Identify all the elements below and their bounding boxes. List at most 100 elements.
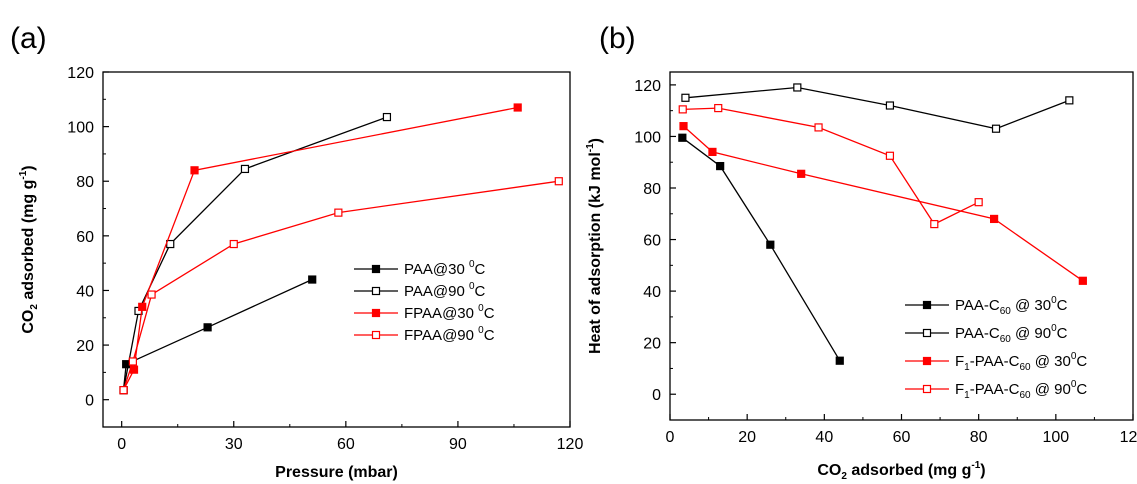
data-point xyxy=(814,123,823,132)
data-point xyxy=(240,164,250,174)
legend-label-part: PAA-C xyxy=(955,297,1000,314)
y-tick-label: 80 xyxy=(643,181,661,198)
data-point xyxy=(991,124,1001,133)
legend-label-part: 0 xyxy=(1071,351,1077,362)
y-tick-label: 0 xyxy=(652,387,661,404)
plot-frame xyxy=(102,71,571,428)
legend-label: PAA-C60 @ 300C xyxy=(955,295,1068,317)
x-tick-label: 30 xyxy=(225,436,243,453)
legend-label-part: PAA@30 xyxy=(404,261,469,278)
x-tick-label: 40 xyxy=(815,429,833,446)
x-axis-label-part: adsorbed (mg g xyxy=(847,462,971,479)
legend-label-part: 0 xyxy=(1051,295,1057,306)
y-axis-label: Heat of adsorption (kJ mol-1) xyxy=(585,138,604,354)
data-point xyxy=(190,166,199,175)
series-line xyxy=(681,137,841,362)
legend-marker xyxy=(922,356,932,366)
data-point xyxy=(766,240,775,249)
legend-label: FPAA@90 0C xyxy=(404,325,495,344)
data-point xyxy=(119,386,128,395)
y-tick-label: 0 xyxy=(85,393,94,410)
legend-label-part: C xyxy=(484,305,495,322)
y-tick-label: 40 xyxy=(76,283,94,300)
y-tick-label: 120 xyxy=(634,78,661,95)
legend-label-part: 1 xyxy=(964,362,970,373)
data-point xyxy=(554,177,563,186)
series-line xyxy=(685,86,1070,130)
legend-marker xyxy=(922,384,932,394)
legend-label-part: @ 90 xyxy=(1031,381,1071,398)
data-point xyxy=(334,208,343,217)
legend-label-part: F xyxy=(955,353,964,370)
data-point xyxy=(308,275,317,284)
legend-label-part: 0 xyxy=(1051,323,1057,334)
legend-label: FPAA@30 0C xyxy=(404,303,495,322)
legend-label-part: PAA-C xyxy=(955,325,1000,342)
legend-label-part: 0 xyxy=(1071,379,1077,390)
legend-label-part: 60 xyxy=(1000,306,1012,317)
y-tick-label: 60 xyxy=(643,233,661,250)
y-tick-label: 60 xyxy=(76,229,94,246)
x-tick-label: 0 xyxy=(666,429,675,446)
data-point xyxy=(797,169,806,178)
data-point xyxy=(147,290,156,299)
data-point xyxy=(716,161,725,171)
y-axis-label-part: adsorbed (mg g xyxy=(20,180,37,304)
y-axis-label-part: -1 xyxy=(585,143,596,152)
legend-label-part: 60 xyxy=(1019,362,1031,373)
panel-label: (b) xyxy=(599,22,636,55)
x-tick-label: 120 xyxy=(1120,429,1137,446)
y-axis-label-part: ) xyxy=(587,138,604,143)
y-axis-label-part: ) xyxy=(20,165,37,170)
data-point xyxy=(1078,276,1087,285)
y-axis-label-part: CO xyxy=(20,310,37,334)
legend-label-part: C xyxy=(1057,297,1068,314)
legend-label: F1-PAA-C60 @ 900C xyxy=(955,379,1087,401)
legend-marker xyxy=(371,286,381,296)
y-tick-label: 100 xyxy=(634,129,661,146)
x-tick-label: 80 xyxy=(970,429,988,446)
legend-label-part: @ 90 xyxy=(1011,325,1051,342)
chart-b: 020406080100120020406080100120(b)CO2 ads… xyxy=(585,22,1137,482)
data-point xyxy=(679,122,688,131)
data-point xyxy=(989,214,999,224)
legend-label-part: -PAA-C xyxy=(970,353,1020,370)
data-point xyxy=(708,147,717,157)
legend-label-part: C xyxy=(484,327,495,344)
data-point xyxy=(678,133,687,142)
data-point xyxy=(714,103,723,113)
legend-label-part: 1 xyxy=(964,390,970,401)
y-axis-label-part: 2 xyxy=(29,304,40,310)
x-tick-label: 100 xyxy=(1042,429,1069,446)
data-point xyxy=(513,103,522,112)
panel-label: (a) xyxy=(10,22,47,55)
data-point xyxy=(885,101,895,110)
y-axis-label-part: -1 xyxy=(18,170,29,179)
legend-label-part: @ 30 xyxy=(1011,297,1051,314)
legend-label-part: 0 xyxy=(469,281,475,292)
data-point xyxy=(678,105,687,114)
x-axis-label-part: 2 xyxy=(841,471,847,482)
y-axis-label-part: Heat of adsorption (kJ mol xyxy=(587,152,604,354)
legend-label-part: PAA@90 xyxy=(404,283,469,300)
data-point xyxy=(128,357,137,366)
legend-label-part: FPAA@90 xyxy=(404,327,478,344)
y-tick-label: 100 xyxy=(67,120,94,137)
data-point xyxy=(930,219,939,229)
legend-marker xyxy=(922,300,932,310)
series-line xyxy=(682,107,979,225)
data-point xyxy=(229,239,238,249)
x-axis-label: Pressure (mbar) xyxy=(275,464,398,481)
y-tick-label: 20 xyxy=(643,336,661,353)
x-axis-label-part: ) xyxy=(980,462,985,479)
legend-label: PAA@90 0C xyxy=(404,281,486,300)
legend-marker xyxy=(371,330,381,340)
legend-label: PAA@30 0C xyxy=(404,259,486,278)
x-tick-label: 60 xyxy=(893,429,911,446)
data-point xyxy=(681,93,690,102)
legend-marker xyxy=(371,264,381,274)
x-axis-label-part: CO xyxy=(817,462,841,479)
legend-label-part: C xyxy=(475,261,486,278)
